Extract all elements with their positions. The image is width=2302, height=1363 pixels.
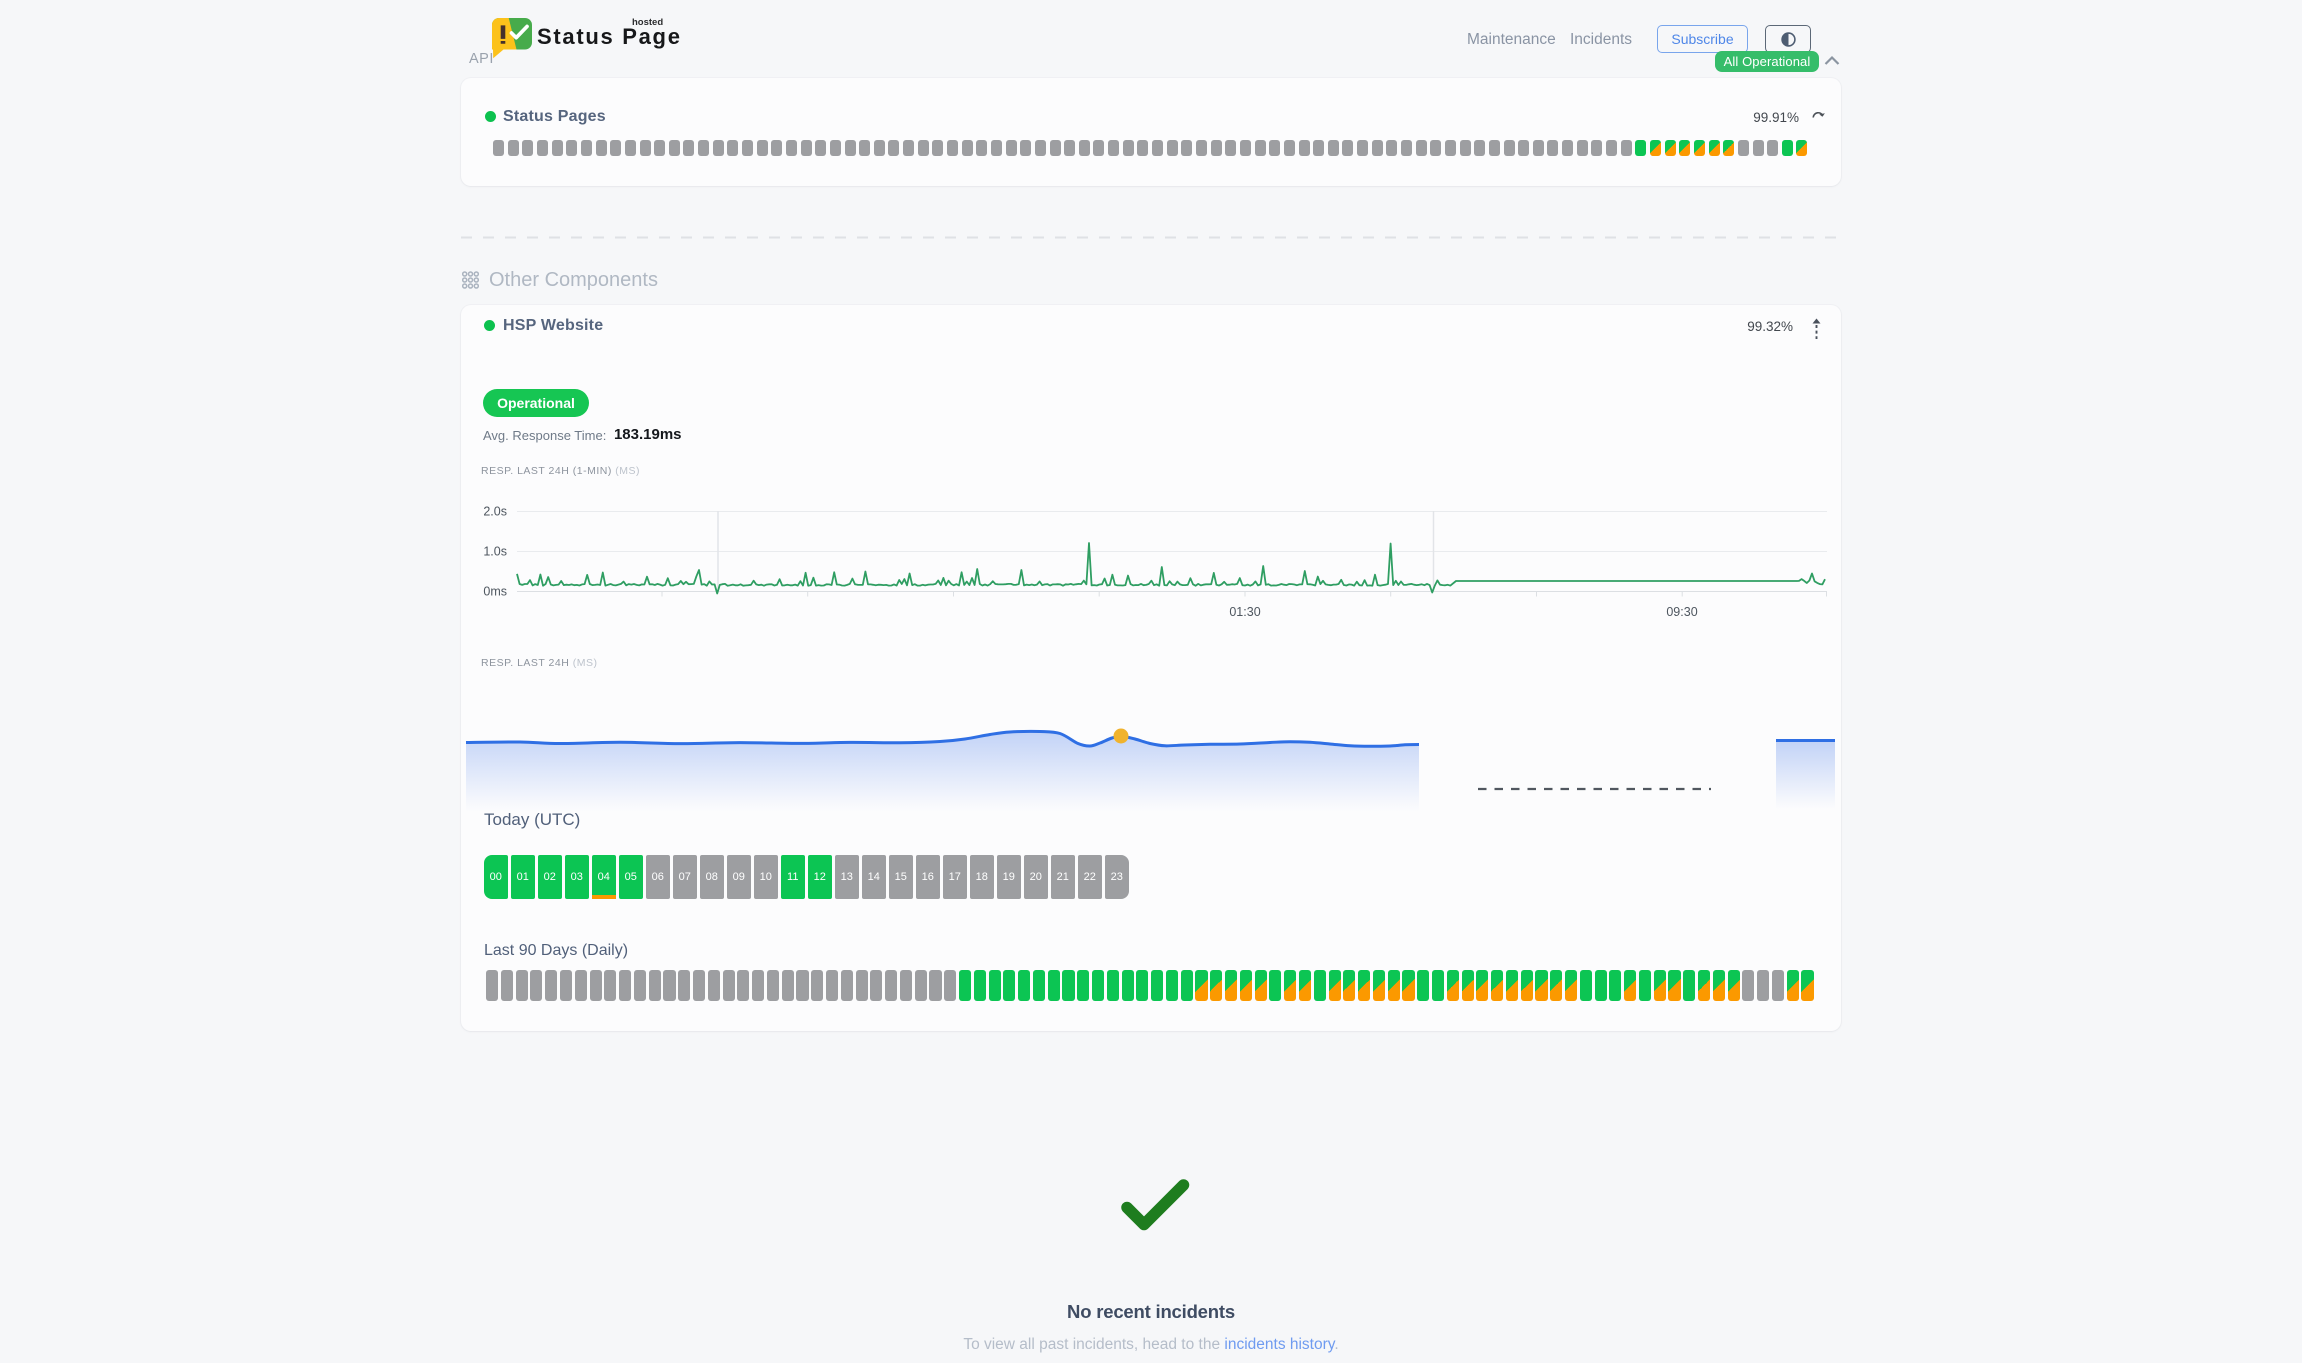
svg-text:01:30: 01:30 <box>1229 605 1260 619</box>
svg-text:0ms: 0ms <box>483 585 507 599</box>
svg-text:09:30: 09:30 <box>1666 605 1697 619</box>
svg-text:1.0s: 1.0s <box>483 545 507 559</box>
svg-text:2.0s: 2.0s <box>483 505 507 519</box>
